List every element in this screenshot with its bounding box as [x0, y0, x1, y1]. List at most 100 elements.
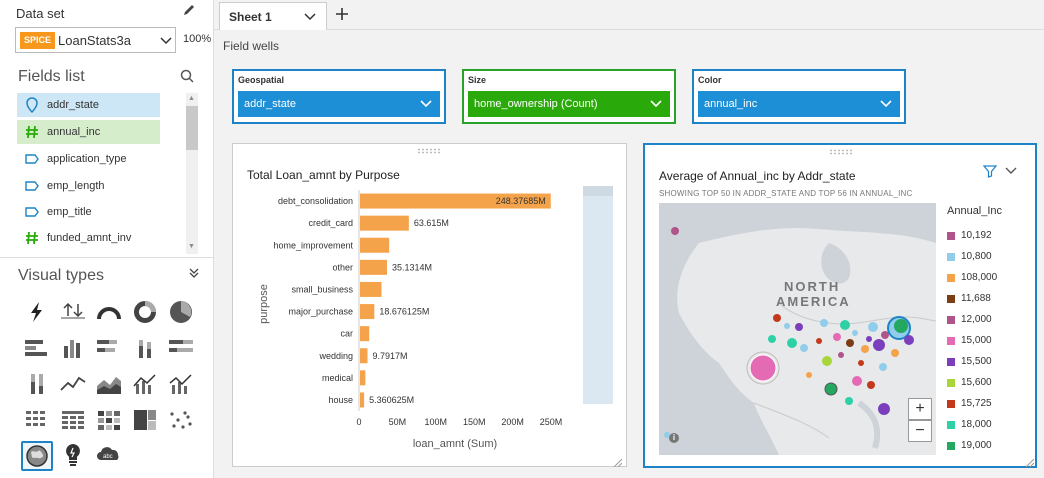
map-bubble — [664, 432, 670, 438]
legend-item[interactable]: 10,192 — [947, 229, 1027, 243]
resize-handle-icon[interactable] — [612, 459, 622, 467]
bar-mark[interactable] — [360, 215, 409, 231]
kpi-visual-icon[interactable] — [58, 298, 88, 326]
bar-mark[interactable] — [360, 304, 375, 320]
map-bubble — [838, 352, 844, 358]
drag-handle-icon[interactable] — [829, 149, 855, 155]
chevron-down-icon[interactable] — [304, 12, 316, 22]
zoom-out-button[interactable]: − — [908, 420, 932, 442]
map-bubble — [787, 338, 797, 348]
map-bubble — [879, 363, 887, 371]
search-icon[interactable] — [180, 69, 194, 83]
legend-item[interactable]: 19,000 — [947, 439, 1027, 453]
map-bubble — [749, 354, 777, 382]
field-label: annual_inc — [47, 126, 101, 138]
data-label: 18.676125M — [379, 307, 429, 317]
dataset-select[interactable]: SPICE LoanStats3a — [15, 27, 176, 53]
tree-map-visual-icon[interactable] — [130, 406, 160, 434]
legend-item[interactable]: 11,688 — [947, 292, 1027, 306]
map-canvas[interactable]: NORTH AMERICA — [659, 203, 936, 455]
bar-mark[interactable] — [360, 281, 382, 297]
zoom-in-button[interactable]: + — [908, 398, 932, 420]
bar-mark[interactable] — [360, 326, 370, 342]
resize-handle-icon[interactable] — [1024, 459, 1034, 467]
combo-clustered-visual-icon[interactable] — [166, 370, 196, 398]
legend-label: 10,192 — [961, 230, 992, 241]
visual-bar-chart[interactable]: Total Loan_amnt by Purpose debt_consolid… — [232, 143, 627, 467]
legend-item[interactable]: 15,000 — [947, 334, 1027, 348]
dataset-label: Data set — [16, 6, 65, 21]
bar-mark[interactable] — [360, 370, 366, 386]
gauge-visual-icon[interactable] — [94, 298, 124, 326]
area-visual-icon[interactable] — [94, 370, 124, 398]
well-name: Color — [698, 75, 722, 85]
autograph-visual-icon[interactable] — [22, 298, 52, 326]
filter-icon[interactable] — [983, 164, 997, 178]
bar-mark[interactable] — [360, 237, 390, 253]
legend-item[interactable]: 10,800 — [947, 250, 1027, 264]
scroll-up-icon[interactable]: ▲ — [188, 95, 195, 102]
field-annual-inc[interactable]: annual_inc — [17, 120, 160, 144]
map-bubbles[interactable] — [659, 203, 936, 455]
bar-mark[interactable] — [360, 193, 551, 209]
bar-mark[interactable] — [360, 348, 368, 364]
legend-item[interactable]: 15,500 — [947, 355, 1027, 369]
y-tick-label: home_improvement — [273, 240, 353, 250]
field-funded-amnt-inv[interactable]: funded_amnt_inv — [17, 226, 160, 250]
field-label: application_type — [47, 153, 127, 165]
legend-item[interactable]: 15,725 — [947, 397, 1027, 411]
map-bubble — [840, 320, 850, 330]
stacked-bar-visual-icon[interactable] — [94, 334, 124, 362]
scroll-down-icon[interactable]: ▼ — [188, 243, 195, 250]
drag-handle-icon[interactable] — [417, 148, 443, 154]
scatter-plot-visual-icon[interactable] — [166, 406, 196, 434]
visual-geospatial-map[interactable]: Average of Annual_inc by Addr_state SHOW… — [643, 143, 1037, 468]
y-tick-label: small_business — [291, 284, 353, 294]
map-bubble — [846, 339, 854, 347]
bar-mark[interactable] — [360, 392, 365, 408]
data-label: 63.615M — [414, 218, 449, 228]
donut-visual-icon[interactable] — [130, 298, 160, 326]
stacked-column-visual-icon[interactable] — [130, 334, 160, 362]
fields-scrollbar-thumb[interactable] — [186, 106, 198, 150]
table-visual-icon[interactable] — [58, 406, 88, 434]
legend-swatch — [947, 400, 955, 408]
info-icon[interactable]: i — [669, 433, 679, 443]
map-bubble — [891, 349, 899, 357]
combo-line-bar-visual-icon[interactable] — [130, 370, 160, 398]
line-visual-icon[interactable] — [58, 370, 88, 398]
field-label: emp_length — [47, 180, 105, 192]
legend-item[interactable]: 18,000 — [947, 418, 1027, 432]
word-cloud-visual-icon[interactable]: abc — [94, 441, 124, 469]
geospatial-map-visual-icon[interactable] — [21, 441, 53, 471]
percent-bar-visual-icon[interactable] — [166, 334, 196, 362]
percent-column-visual-icon[interactable] — [22, 370, 52, 398]
fields-list-title: Fields list — [18, 68, 85, 85]
legend-item[interactable]: 12,000 — [947, 313, 1027, 327]
legend-label: 18,000 — [961, 419, 992, 430]
field-application-type[interactable]: application_type — [17, 147, 160, 171]
heat-map-visual-icon[interactable] — [94, 406, 124, 434]
pie-visual-icon[interactable] — [166, 298, 196, 326]
insight-lightbulb-icon[interactable] — [58, 441, 88, 469]
collapse-chevrons-icon[interactable] — [188, 267, 200, 279]
vertical-bar-visual-icon[interactable] — [58, 334, 88, 362]
well-geospatial-dropdown[interactable]: addr_state — [238, 91, 440, 117]
bar-mark[interactable] — [360, 259, 387, 275]
chart-navigator-thumb — [583, 186, 613, 196]
legend-item[interactable]: 108,000 — [947, 271, 1027, 285]
map-bubble — [795, 323, 803, 331]
well-size-dropdown[interactable]: home_ownership (Count) — [468, 91, 670, 117]
field-emp-title[interactable]: emp_title — [17, 200, 160, 224]
horizontal-bar-visual-icon[interactable] — [22, 334, 52, 362]
legend-item[interactable]: 15,600 — [947, 376, 1027, 390]
pivot-table-visual-icon[interactable] — [22, 406, 52, 434]
well-color-dropdown[interactable]: annual_inc — [698, 91, 900, 117]
add-sheet-icon[interactable] — [333, 5, 351, 23]
tab-sheet-1[interactable]: Sheet 1 — [219, 2, 327, 30]
map-bubble — [671, 227, 679, 235]
field-addr-state[interactable]: addr_state — [17, 93, 160, 117]
field-emp-length[interactable]: emp_length — [17, 174, 160, 198]
edit-pencil-icon[interactable] — [181, 3, 197, 19]
chevron-down-icon[interactable] — [1005, 166, 1017, 176]
